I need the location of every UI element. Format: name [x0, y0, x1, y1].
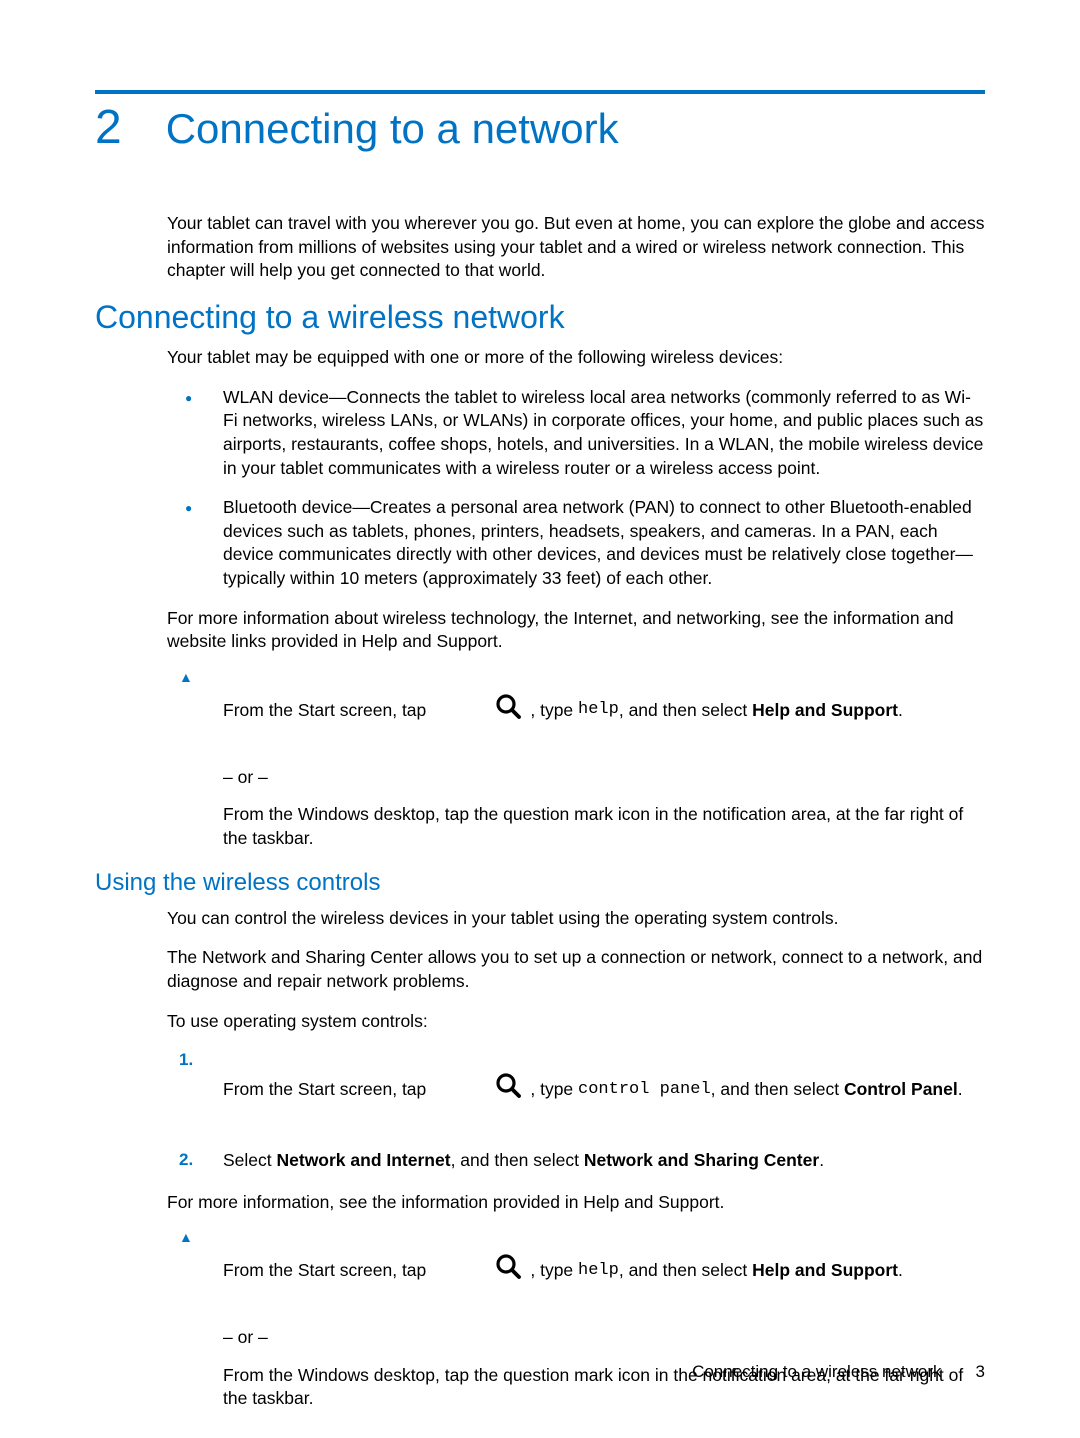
- section1-body: Your tablet may be equipped with one or …: [167, 346, 985, 851]
- step-text: , and then select: [711, 1078, 844, 1102]
- tri-step-list: From the Start screen, tap , type help ,…: [167, 670, 985, 851]
- bold-text: Help and Support: [752, 1259, 898, 1283]
- page: 2 Connecting to a network Your tablet ca…: [0, 0, 1080, 1438]
- step-text: .: [958, 1078, 963, 1102]
- section-heading-controls: Using the wireless controls: [95, 869, 985, 897]
- procedure-step: From the Start screen, tap , type help ,…: [167, 670, 985, 851]
- device-list: WLAN device—Connects the tablet to wirel…: [167, 386, 985, 591]
- more-info-paragraph: For more information, see the informatio…: [167, 1191, 985, 1215]
- step-text: .: [898, 1259, 903, 1283]
- step-text: , type: [526, 699, 579, 723]
- step-text: From the Start screen, tap: [223, 699, 431, 723]
- page-footer: Connecting to a wireless network 3: [692, 1362, 985, 1382]
- search-icon: [435, 1047, 521, 1129]
- step-number: 1.: [179, 1049, 193, 1072]
- procedure-step: 2. Select Network and Internet , and the…: [167, 1149, 985, 1173]
- procedure-step: From the Start screen, tap , type help ,…: [167, 1230, 985, 1411]
- bold-text: Help and Support: [752, 699, 898, 723]
- alt-path: From the Windows desktop, tap the questi…: [223, 803, 985, 850]
- more-info-paragraph: For more information about wireless tech…: [167, 607, 985, 654]
- section1-lead: Your tablet may be equipped with one or …: [167, 346, 985, 370]
- section-heading-wireless: Connecting to a wireless network: [95, 299, 985, 336]
- section2-body: You can control the wireless devices in …: [167, 907, 985, 1411]
- chapter-rule: [95, 90, 985, 94]
- search-icon: [435, 668, 521, 750]
- bold-text: Network and Internet: [277, 1149, 451, 1173]
- search-icon: [435, 1228, 521, 1310]
- paragraph: To use operating system controls:: [167, 1010, 985, 1034]
- step-text: Select: [223, 1149, 277, 1173]
- step-text: From the Start screen, tap: [223, 1078, 431, 1102]
- code-text: help: [578, 1260, 619, 1283]
- step-line: From the Start screen, tap , type contro…: [223, 1049, 985, 1131]
- step-text: .: [898, 699, 903, 723]
- code-text: help: [578, 699, 619, 722]
- step-text: , and then select: [619, 1259, 752, 1283]
- step-text: , and then select: [619, 699, 752, 723]
- step-line: From the Start screen, tap , type help ,…: [223, 670, 985, 752]
- step-text: From the Start screen, tap: [223, 1259, 431, 1283]
- chapter-number: 2: [95, 104, 122, 152]
- code-text: control panel: [578, 1079, 711, 1102]
- step-text: , and then select: [451, 1149, 584, 1173]
- chapter-heading: 2 Connecting to a network: [95, 104, 985, 152]
- step-text: , type: [526, 1259, 579, 1283]
- bold-text: Control Panel: [844, 1078, 958, 1102]
- step-number: 2.: [179, 1149, 193, 1172]
- or-separator: – or –: [223, 766, 985, 790]
- intro-paragraph: Your tablet can travel with you wherever…: [167, 212, 985, 283]
- paragraph: You can control the wireless devices in …: [167, 907, 985, 931]
- list-item: WLAN device—Connects the tablet to wirel…: [167, 386, 985, 481]
- tri-step-list: From the Start screen, tap , type help ,…: [167, 1230, 985, 1411]
- step-line: Select Network and Internet , and then s…: [223, 1149, 985, 1173]
- bold-text: Network and Sharing Center: [584, 1149, 819, 1173]
- chapter-title: Connecting to a network: [166, 106, 619, 152]
- list-item: Bluetooth device—Creates a personal area…: [167, 496, 985, 591]
- content: Your tablet can travel with you wherever…: [167, 212, 985, 283]
- step-text: .: [819, 1149, 824, 1173]
- footer-page-number: 3: [976, 1362, 985, 1382]
- step-line: From the Start screen, tap , type help ,…: [223, 1230, 985, 1312]
- step-text: , type: [526, 1078, 579, 1102]
- paragraph: The Network and Sharing Center allows yo…: [167, 946, 985, 993]
- numbered-steps: 1. From the Start screen, tap , type con…: [167, 1049, 985, 1173]
- or-separator: – or –: [223, 1326, 985, 1350]
- footer-section: Connecting to a wireless network: [692, 1362, 941, 1382]
- procedure-step: 1. From the Start screen, tap , type con…: [167, 1049, 985, 1131]
